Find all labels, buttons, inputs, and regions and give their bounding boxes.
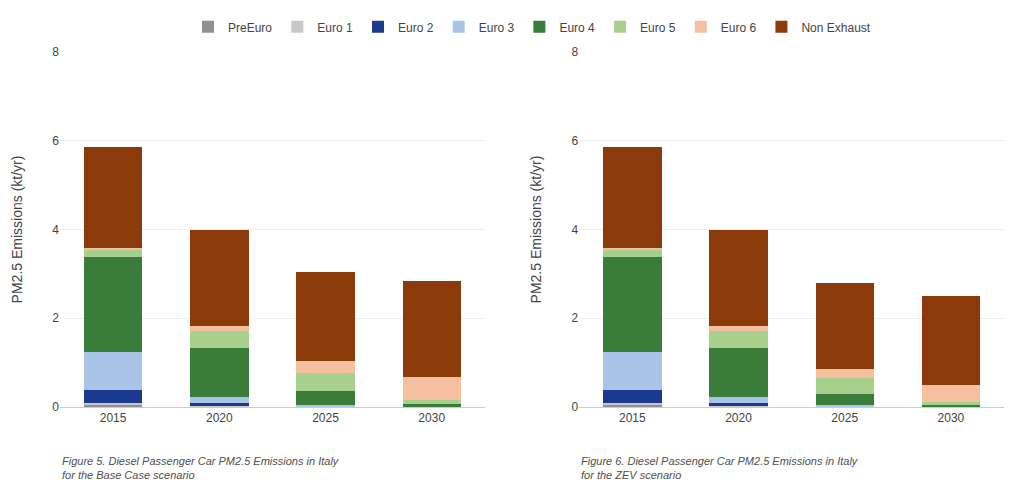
svg-text:2015: 2015	[100, 411, 127, 425]
svg-text:0: 0	[572, 400, 579, 414]
svg-text:PreEuro: PreEuro	[228, 21, 272, 35]
svg-text:4: 4	[52, 223, 59, 237]
svg-text:PM2.5 Emissions (kt/yr): PM2.5 Emissions (kt/yr)	[528, 156, 544, 304]
svg-text:2030: 2030	[938, 411, 965, 425]
svg-text:8: 8	[52, 45, 59, 59]
svg-text:Euro 6: Euro 6	[721, 21, 757, 35]
svg-text:2: 2	[572, 311, 579, 325]
svg-text:4: 4	[572, 223, 579, 237]
svg-text:Euro 5: Euro 5	[640, 21, 676, 35]
svg-text:2015: 2015	[619, 411, 646, 425]
svg-text:2025: 2025	[831, 411, 858, 425]
svg-text:Euro 2: Euro 2	[398, 21, 434, 35]
svg-text:0: 0	[52, 400, 59, 414]
svg-text:Figure 6. Diesel Passenger Car: Figure 6. Diesel Passenger Car PM2.5 Emi…	[581, 455, 859, 481]
svg-text:Euro 3: Euro 3	[479, 21, 515, 35]
svg-text:8: 8	[572, 45, 579, 59]
svg-text:Figure 5. Diesel Passenger Car: Figure 5. Diesel Passenger Car PM2.5 Emi…	[62, 455, 340, 481]
svg-text:2020: 2020	[206, 411, 233, 425]
svg-text:6: 6	[572, 134, 579, 148]
svg-text:Euro 1: Euro 1	[317, 21, 353, 35]
svg-text:Euro 4: Euro 4	[559, 21, 595, 35]
svg-text:2030: 2030	[418, 411, 445, 425]
svg-text:PM2.5 Emissions (kt/yr): PM2.5 Emissions (kt/yr)	[9, 156, 25, 304]
svg-text:6: 6	[52, 134, 59, 148]
svg-text:2025: 2025	[312, 411, 339, 425]
svg-text:2: 2	[52, 311, 59, 325]
svg-text:2020: 2020	[725, 411, 752, 425]
svg-text:Non Exhaust: Non Exhaust	[801, 21, 870, 35]
